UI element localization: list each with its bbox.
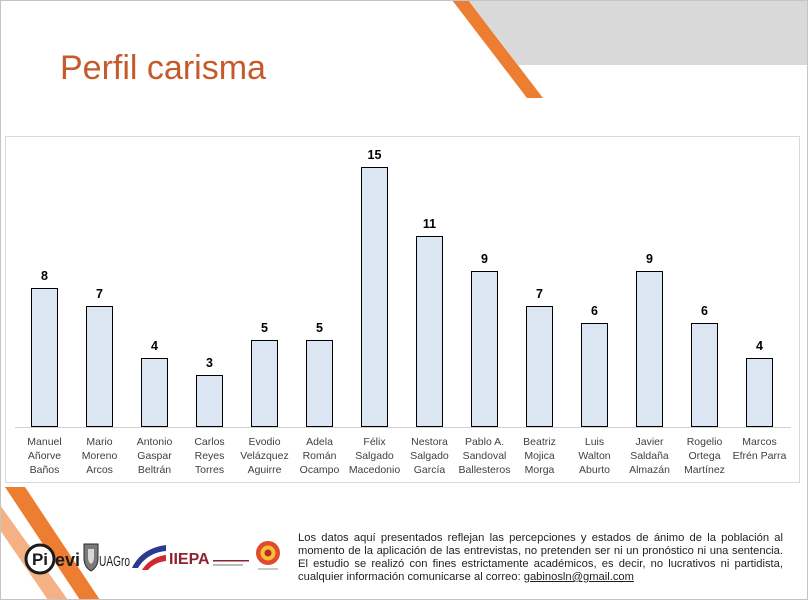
category-label-rogelio-ortega-martinez: Rogelio Ortega Martínez — [684, 436, 725, 476]
bar-beatriz-mojica-morga — [526, 305, 553, 427]
bar-evodio-velazquez-aguirre — [251, 340, 278, 427]
round-emblem-logo — [254, 540, 282, 572]
value-label-manuel-anorve-banos: 8 — [41, 269, 48, 284]
bar-manuel-anorve-banos — [31, 288, 58, 427]
bar-marcos-efren-parra — [746, 357, 773, 427]
partner-swoosh-logo — [132, 543, 166, 571]
value-label-adela-roman-ocampo: 5 — [316, 321, 323, 336]
category-label-antonio-gaspar-beltran: Antonio Gaspar Beltrán — [136, 436, 173, 476]
bar-mario-moreno-arcos — [86, 305, 113, 427]
x-axis-line — [15, 427, 791, 428]
category-label-nestora-salgado-garcia: Nestora Salgado García — [410, 436, 449, 476]
swoosh-logo-graphic — [132, 545, 166, 570]
value-label-antonio-gaspar-beltran: 4 — [151, 338, 158, 353]
pievi-logo: Pi evi — [24, 541, 82, 577]
pievi-mark: Pi — [32, 550, 48, 569]
bar-chart: 8 Manuel Añorve Baños 7 Mario Moreno Arcos 4… — [5, 136, 800, 483]
value-label-evodio-velazquez-aguirre: 5 — [261, 321, 268, 336]
bar-nestora-salgado-garcia — [416, 236, 443, 427]
bar-rogelio-ortega-martinez — [691, 323, 718, 427]
iiepa-tagline-mark — [213, 564, 243, 566]
bar-felix-salgado-macedonio — [361, 167, 388, 427]
pievi-logo-graphic: Pi evi — [24, 543, 80, 575]
gray-header-band — [468, 0, 808, 65]
iiepa-tagline-rule — [213, 560, 249, 562]
uagro-logo-graphic: UAGro — [83, 543, 130, 572]
value-label-pablo-a-sandoval-ballesteros: 9 — [481, 252, 488, 266]
top-right-decoration — [452, 0, 808, 98]
value-label-carlos-reyes-torres: 3 — [206, 356, 213, 370]
contact-email-link[interactable]: gabinosln@gmail.com — [523, 571, 634, 583]
category-label-javier-saldana-almazan: Javier Saldaña Almazán — [629, 436, 670, 476]
bar-carlos-reyes-torres — [196, 375, 223, 427]
orange-diagonal-stripe-bottom — [5, 487, 100, 600]
value-label-rogelio-ortega-martinez: 6 — [701, 304, 708, 318]
swoosh-blue-band — [132, 545, 166, 568]
iiepa-logo-graphic: IIEPA — [169, 551, 249, 568]
category-label-adela-roman-ocampo: Adela Román Ocampo — [299, 436, 340, 476]
pievi-wordmark: evi — [55, 550, 80, 570]
category-label-marcos-efren-parra: Marcos Efrén Parra — [732, 436, 787, 462]
category-label-manuel-anorve-banos: Manuel Añorve Baños — [27, 436, 62, 476]
pievi-ring — [24, 543, 56, 575]
category-label-beatriz-mojica-morga: Beatriz Mojica Morga — [523, 436, 556, 476]
value-label-javier-saldana-almazan: 9 — [646, 252, 653, 266]
emblem-center-dot — [264, 549, 272, 557]
orange-diagonal-stripe — [452, 0, 543, 98]
value-label-mario-moreno-arcos: 7 — [96, 286, 103, 301]
value-label-beatriz-mojica-morga: 7 — [536, 286, 543, 301]
bar-adela-roman-ocampo — [306, 340, 333, 427]
disclaimer-text: Los datos aquí presentados reflejan las … — [298, 532, 783, 583]
value-label-marcos-efren-parra: 4 — [756, 338, 763, 353]
iiepa-logo: IIEPA — [169, 547, 251, 571]
uagro-logo: UAGro — [83, 541, 131, 575]
iiepa-wordmark: IIEPA — [169, 551, 210, 568]
category-label-pablo-a-sandoval-ballesteros: Pablo A. Sandoval Ballesteros — [458, 436, 511, 476]
category-label-luis-walton-aburto: Luis Walton Aburto — [578, 436, 611, 476]
bar-luis-walton-aburto — [581, 323, 608, 427]
emblem-caption-mark — [258, 568, 278, 570]
category-label-felix-salgado-macedonio: Félix Salgado Macedonio — [348, 436, 401, 476]
category-label-mario-moreno-arcos: Mario Moreno Arcos — [81, 436, 118, 476]
value-label-felix-salgado-macedonio: 15 — [367, 148, 382, 162]
category-label-carlos-reyes-torres: Carlos Reyes Torres — [194, 436, 225, 476]
bar-pablo-a-sandoval-ballesteros — [471, 271, 498, 427]
chart-frame — [5, 136, 800, 483]
value-label-nestora-salgado-garcia: 11 — [422, 217, 437, 232]
bar-antonio-gaspar-beltran — [141, 357, 168, 427]
disclaimer: Los datos aquí presentados reflejan las … — [298, 532, 783, 584]
emblem-logo-graphic — [256, 541, 280, 570]
value-label-luis-walton-aburto: 6 — [591, 304, 598, 318]
swoosh-red-band — [142, 555, 166, 570]
slide-title: Perfil carisma — [60, 49, 266, 87]
bar-javier-saldana-almazan — [636, 271, 663, 427]
category-label-evodio-velazquez-aguirre: Evodio Velázquez Aguirre — [240, 436, 289, 476]
uagro-crest-detail — [88, 549, 94, 564]
uagro-wordmark: UAGro — [99, 553, 130, 570]
